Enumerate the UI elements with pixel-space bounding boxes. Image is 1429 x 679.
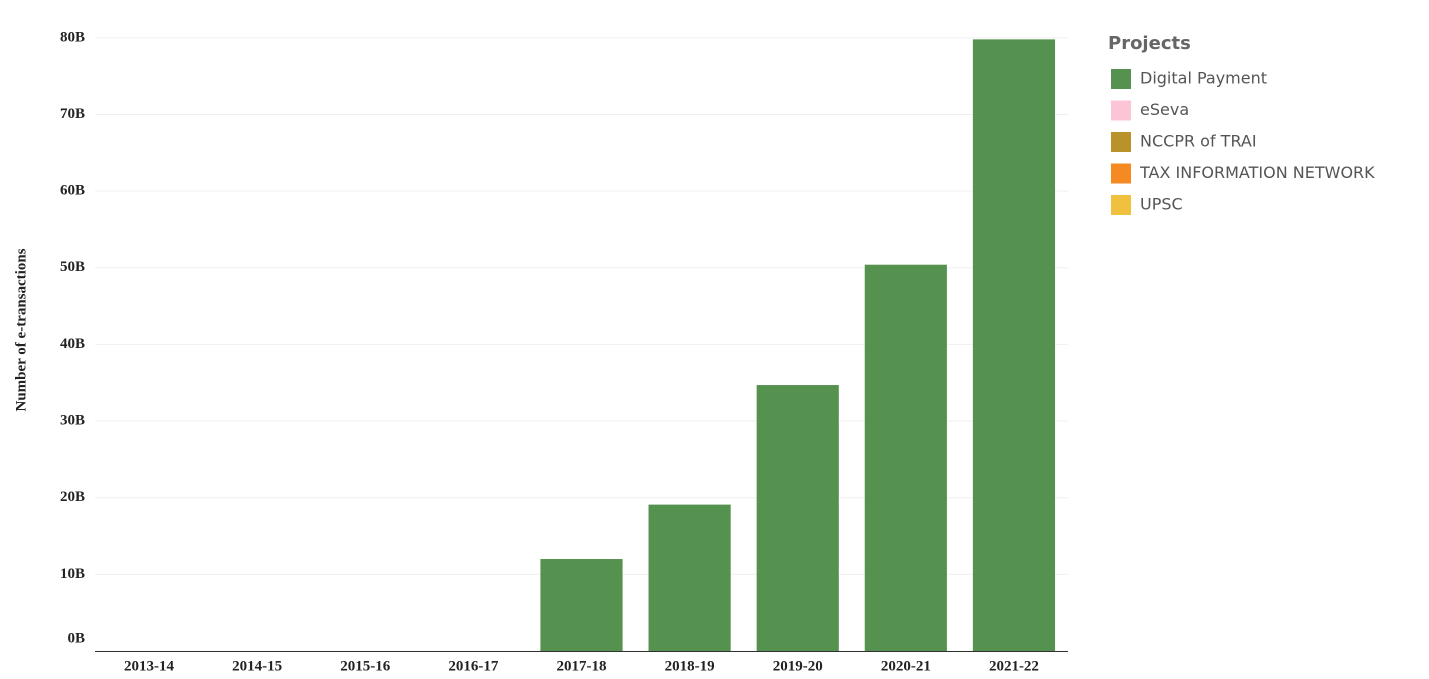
y-tick-label: 80B: [60, 29, 85, 45]
x-tick-label: 2019-20: [773, 658, 823, 674]
legend-title: Projects: [1108, 33, 1191, 54]
bar: [648, 504, 731, 651]
x-tick-label: 2021-22: [989, 658, 1039, 674]
x-tick-label: 2017-18: [557, 658, 607, 674]
legend-swatch: [1111, 195, 1131, 215]
x-tick-label: 2015-16: [340, 658, 390, 674]
x-tick-label: 2013-14: [124, 658, 174, 674]
y-tick-label: 60B: [60, 183, 85, 199]
legend-label: UPSC: [1140, 195, 1183, 214]
y-axis-title: Number of e-transactions: [13, 248, 29, 411]
bar: [864, 264, 947, 651]
legend-label: TAX INFORMATION NETWORK: [1139, 163, 1375, 182]
legend-swatch: [1111, 69, 1131, 89]
legend-label: NCCPR of TRAI: [1140, 132, 1257, 151]
y-tick-label: 30B: [60, 412, 85, 428]
y-tick-label: 0B: [67, 630, 85, 646]
y-tick-label: 50B: [60, 259, 85, 275]
bar: [540, 559, 623, 651]
y-tick-label: 10B: [60, 566, 85, 582]
legend-swatch: [1111, 132, 1131, 152]
legend-swatch: [1111, 100, 1131, 121]
legend-label: Digital Payment: [1140, 69, 1267, 88]
y-tick-label: 40B: [60, 336, 85, 352]
y-tick-label: 70B: [60, 106, 85, 122]
x-tick-label: 2014-15: [232, 658, 282, 674]
bar: [972, 39, 1056, 651]
legend-swatch: [1111, 163, 1131, 184]
x-tick-label: 2018-19: [665, 658, 715, 674]
y-tick-label: 20B: [60, 489, 85, 505]
x-tick-label: 2020-21: [881, 658, 931, 674]
x-tick-label: 2016-17: [448, 658, 498, 674]
bar: [756, 385, 839, 651]
legend-label: eSeva: [1140, 100, 1189, 119]
